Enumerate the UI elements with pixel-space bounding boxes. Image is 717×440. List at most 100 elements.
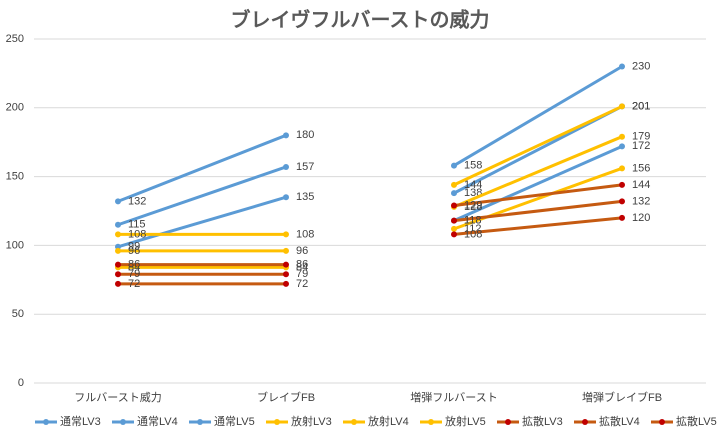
series-line xyxy=(453,135,623,209)
legend-marker xyxy=(351,419,357,425)
marker xyxy=(451,181,457,188)
marker xyxy=(283,194,289,201)
marker xyxy=(115,280,121,287)
marker xyxy=(283,231,289,238)
y-tick-label: 50 xyxy=(12,308,24,320)
data-label: 118 xyxy=(464,215,482,227)
marker xyxy=(619,63,625,70)
marker xyxy=(115,247,121,254)
legend-marker xyxy=(197,419,203,425)
y-tick-label: 250 xyxy=(6,33,24,45)
legend-label: 通常LV4 xyxy=(137,415,178,428)
data-label: 132 xyxy=(632,195,650,207)
y-tick-label: 200 xyxy=(6,102,24,114)
marker xyxy=(283,132,289,139)
marker xyxy=(115,271,121,278)
legend-marker xyxy=(582,419,588,425)
data-label: 120 xyxy=(632,212,650,224)
legend-label: 放射LV5 xyxy=(445,414,486,428)
x-tick-label: フルバースト威力 xyxy=(74,391,161,404)
series-line xyxy=(117,133,287,203)
legend-label: 放射LV4 xyxy=(368,414,409,428)
marker xyxy=(619,143,625,150)
marker xyxy=(283,271,289,278)
marker xyxy=(451,162,457,169)
data-label: 230 xyxy=(632,60,650,72)
y-tick-label: 150 xyxy=(6,171,24,183)
marker xyxy=(619,103,625,110)
y-tick-label: 100 xyxy=(6,239,24,251)
marker xyxy=(619,198,625,205)
data-label: 158 xyxy=(464,159,482,171)
marker xyxy=(115,221,121,228)
series-line xyxy=(453,105,623,187)
series-line xyxy=(117,165,287,227)
data-label: 157 xyxy=(296,161,314,173)
data-label: 79 xyxy=(128,268,140,280)
marker xyxy=(619,214,625,221)
legend-label: 拡散LV4 xyxy=(599,414,640,428)
marker xyxy=(451,217,457,224)
series-line xyxy=(117,195,287,249)
marker xyxy=(115,198,121,205)
marker xyxy=(451,225,457,232)
data-label: 84 xyxy=(296,261,308,273)
data-label: 96 xyxy=(128,245,140,257)
legend-label: 拡散LV5 xyxy=(676,414,717,428)
legend-marker xyxy=(274,419,280,425)
data-label: 108 xyxy=(464,228,482,240)
data-label: 179 xyxy=(632,131,650,143)
x-tick-label: 増弾ブレイブFB xyxy=(582,390,662,404)
series-line xyxy=(453,65,623,167)
x-tick-label: 増弾フルバースト xyxy=(410,391,497,404)
series-line xyxy=(453,183,623,207)
marker xyxy=(115,261,121,268)
data-label: 115 xyxy=(128,219,146,231)
marker xyxy=(619,165,625,172)
data-label: 201 xyxy=(632,100,650,112)
data-label: 180 xyxy=(296,129,314,141)
marker xyxy=(619,181,625,188)
x-tick-label: ブレイブFB xyxy=(257,390,315,404)
legend-marker xyxy=(428,419,434,425)
legend-label: 通常LV3 xyxy=(60,415,101,428)
series-line xyxy=(453,216,623,236)
marker xyxy=(451,190,457,197)
legend-label: 通常LV5 xyxy=(214,415,255,428)
data-label: 172 xyxy=(632,140,650,152)
chart-title: ブレイヴフルバーストの威力 xyxy=(231,7,490,31)
data-label: 79 xyxy=(296,268,308,280)
data-label: 144 xyxy=(464,179,482,191)
data-label: 96 xyxy=(296,245,308,257)
data-label: 72 xyxy=(296,278,308,290)
data-label: 86 xyxy=(128,259,140,271)
marker xyxy=(283,261,289,268)
series-line xyxy=(453,144,623,223)
legend-marker xyxy=(659,419,665,425)
marker xyxy=(619,133,625,140)
marker xyxy=(283,247,289,254)
legend-marker xyxy=(120,419,126,425)
legend-label: 放射LV3 xyxy=(291,414,332,428)
data-label: 108 xyxy=(128,228,146,240)
series-line xyxy=(453,199,623,223)
marker xyxy=(283,163,289,170)
data-label: 144 xyxy=(632,179,650,191)
marker xyxy=(451,202,457,209)
data-label: 86 xyxy=(296,259,308,271)
legend-marker xyxy=(505,419,511,425)
marker xyxy=(115,231,121,238)
y-tick-label: 0 xyxy=(18,377,24,389)
marker xyxy=(451,231,457,238)
data-label: 129 xyxy=(464,199,482,211)
data-label: 72 xyxy=(128,278,140,290)
data-label: 135 xyxy=(296,191,314,203)
data-label: 201 xyxy=(632,100,650,112)
marker xyxy=(115,243,121,250)
marker xyxy=(283,280,289,287)
data-label: 132 xyxy=(128,195,146,207)
data-label: 108 xyxy=(296,228,314,240)
legend-label: 拡散LV3 xyxy=(522,414,563,428)
data-label: 156 xyxy=(632,162,650,174)
